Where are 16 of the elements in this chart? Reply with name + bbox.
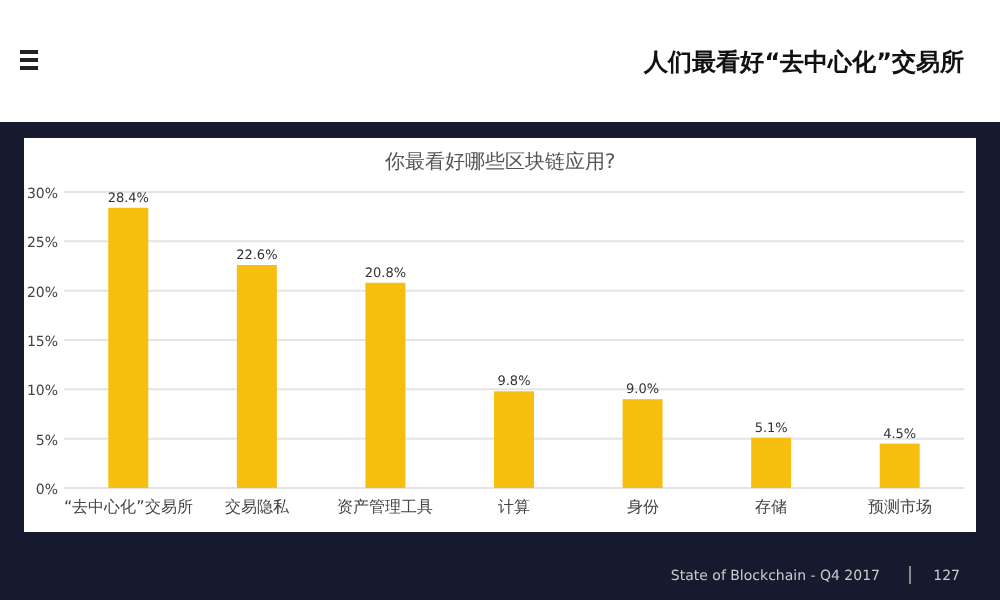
chart-title: 你最看好哪些区块链应用? bbox=[384, 150, 616, 174]
x-tick-label: 计算 bbox=[498, 498, 530, 516]
bar bbox=[108, 207, 149, 488]
bar bbox=[879, 443, 920, 488]
bar bbox=[494, 391, 534, 488]
x-tick-label: “去中心化”交易所 bbox=[63, 498, 193, 516]
chart-subtitle: 人们最看好“去中心化”交易所 bbox=[642, 48, 964, 76]
bar bbox=[236, 265, 277, 488]
x-tick-label: 存储 bbox=[755, 498, 788, 516]
x-tick-label: 身份 bbox=[626, 498, 659, 516]
bar bbox=[365, 282, 406, 488]
x-tick-label: 交易隐私 bbox=[224, 498, 291, 516]
x-tick-label: 预测市场 bbox=[867, 498, 932, 516]
x-tick-label: 资产管理工具 bbox=[337, 498, 434, 516]
bar bbox=[622, 399, 663, 488]
bar bbox=[751, 437, 792, 488]
